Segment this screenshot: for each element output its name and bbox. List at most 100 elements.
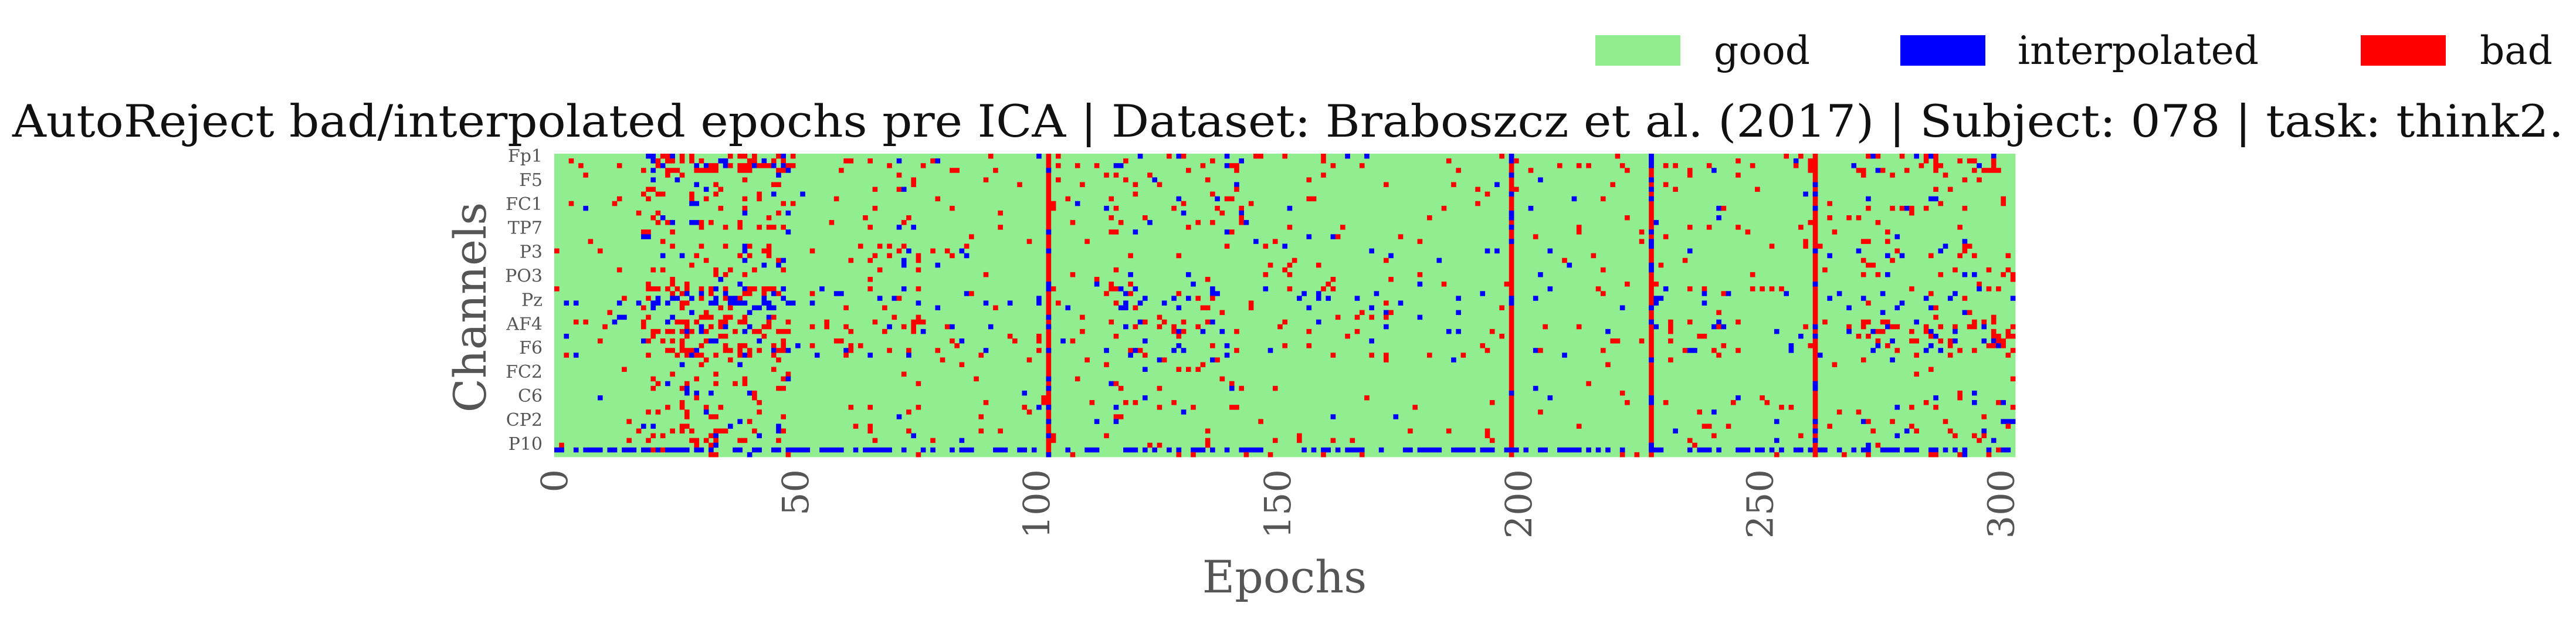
bad-cell <box>785 452 791 458</box>
interpolated-cell <box>713 442 718 448</box>
interpolated-cell <box>1089 447 1095 453</box>
bad-cell <box>646 353 651 358</box>
interpolated-cell <box>1812 248 1818 254</box>
interpolated-cell <box>723 324 728 330</box>
bad-cell <box>969 291 974 296</box>
interpolated-cell <box>771 191 777 197</box>
bad-cell <box>723 348 728 353</box>
interpolated-cell <box>1224 353 1230 358</box>
bad-cell <box>670 338 675 344</box>
bad-cell <box>776 291 781 296</box>
bad-cell <box>1977 282 1982 287</box>
bad-cell <box>689 191 694 197</box>
bad-cell <box>727 154 733 159</box>
bad-cell <box>978 414 984 419</box>
bad-cell <box>776 385 781 391</box>
interpolated-cell <box>901 258 907 263</box>
x-tick-label: 200 <box>1497 469 1540 538</box>
bad-cell <box>1586 381 1591 387</box>
interpolated-cell <box>771 447 777 453</box>
interpolated-cell <box>650 424 656 429</box>
bad-cell <box>674 319 680 325</box>
bad-cell <box>733 328 738 334</box>
bad-cell <box>1109 229 1114 235</box>
bad-cell <box>703 438 709 443</box>
bad-cell <box>1890 205 1895 211</box>
bad-cell <box>1803 239 1808 244</box>
interpolated-cell <box>757 338 762 344</box>
bad-cell <box>622 367 627 372</box>
interpolated-cell <box>1673 428 1678 434</box>
interpolated-cell <box>1538 177 1543 182</box>
interpolated-cell <box>819 286 825 292</box>
interpolated-cell <box>564 333 570 339</box>
bad-cell <box>709 286 714 292</box>
interpolated-cell <box>761 300 767 306</box>
bad-cell <box>1860 168 1866 173</box>
bad-cell <box>1860 239 1866 244</box>
bad-cell <box>737 163 743 168</box>
bad-cell <box>1340 225 1345 230</box>
bad-cell <box>1909 338 1914 344</box>
bad-cell <box>1345 333 1350 339</box>
bad-cell <box>689 196 694 202</box>
bad-cell <box>1118 220 1124 225</box>
interpolated-cell <box>1653 324 1659 330</box>
bad-cell <box>1736 225 1741 230</box>
interpolated-cell <box>1224 163 1230 168</box>
bad-cell <box>1600 348 1606 353</box>
interpolated-cell <box>1899 300 1905 306</box>
interpolated-cell <box>766 305 772 310</box>
x-tick-label: 150 <box>1256 469 1299 538</box>
interpolated-cell <box>950 324 955 330</box>
interpolated-cell <box>1460 447 1466 453</box>
interpolated-cell <box>718 277 724 282</box>
bad-cell <box>2005 253 2011 259</box>
bad-cell <box>1215 205 1220 211</box>
bad-cell <box>863 215 868 221</box>
bad-cell <box>1779 405 1784 410</box>
y-tick-label: F6 <box>519 338 543 358</box>
bad-cell <box>1475 201 1480 206</box>
bad-cell <box>1798 154 1804 159</box>
bad-cell <box>1210 158 1215 164</box>
bad-cell <box>564 353 570 358</box>
bad-cell <box>689 428 694 434</box>
interpolated-cell <box>727 424 733 429</box>
bad-cell <box>950 338 955 344</box>
bad-cell <box>1282 319 1288 325</box>
bad-cell <box>1605 362 1611 367</box>
interpolated-cell <box>1953 328 1958 334</box>
bad-cell <box>857 343 863 348</box>
interpolated-cell <box>761 262 767 268</box>
interpolated-cell <box>1446 328 1452 334</box>
legend-swatch-good <box>1595 35 1680 66</box>
bad-cell <box>742 177 748 182</box>
bad-cell <box>650 376 656 382</box>
bad-cell <box>1157 385 1162 391</box>
bad-cell <box>944 248 950 254</box>
interpolated-cell <box>1142 395 1148 401</box>
interpolated-cell <box>1094 447 1100 453</box>
interpolated-cell <box>795 447 801 453</box>
bad-cell <box>983 400 989 405</box>
bad-cell <box>1953 324 1958 330</box>
bad-cell <box>1885 319 1890 325</box>
interpolated-cell <box>1701 447 1707 453</box>
bad-cell <box>766 253 772 259</box>
bad-cell <box>1991 343 1997 348</box>
bad-cell <box>1860 258 1866 263</box>
interpolated-cell <box>694 348 700 353</box>
bad-cell <box>757 196 762 202</box>
bad-cell <box>607 310 613 316</box>
bad-cell <box>983 272 989 277</box>
interpolated-cell <box>1605 447 1611 453</box>
interpolated-cell <box>1065 447 1071 453</box>
interpolated-cell <box>1171 296 1177 301</box>
interpolated-cell <box>1036 154 1042 159</box>
interpolated-cell <box>670 154 675 159</box>
interpolated-cell <box>1649 319 1654 325</box>
interpolated-cell <box>684 385 690 391</box>
bad-cell <box>1200 163 1206 168</box>
interpolated-cell <box>689 310 694 316</box>
